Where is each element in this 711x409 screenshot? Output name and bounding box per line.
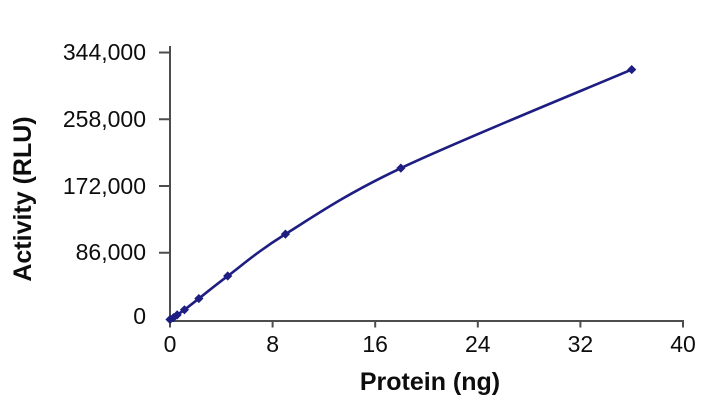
data-series-line: [168, 68, 633, 321]
x-tick-label: 0: [163, 331, 177, 357]
data-point-marker: [223, 271, 233, 281]
data-point-marker: [194, 293, 204, 304]
data-point-marker: [396, 163, 406, 173]
x-tick-label: 24: [465, 331, 491, 357]
x-tick-label: 32: [567, 331, 594, 357]
x-tick-label: 16: [362, 331, 388, 357]
data-point-marker: [179, 305, 190, 315]
data-point-marker: [627, 64, 637, 75]
y-tick-label: 258,000: [62, 105, 146, 132]
y-tick-label: 0: [133, 303, 146, 329]
data-point-marker: [280, 229, 291, 239]
x-tick-label: 40: [670, 331, 696, 357]
y-tick-label: 344,000: [62, 39, 146, 65]
y-tick-label: 172,000: [62, 172, 146, 199]
y-tick-label: 86,000: [75, 239, 146, 266]
data-point-marker: [168, 312, 179, 323]
data-point-marker: [172, 310, 182, 320]
y-axis-title: Activity (RLU): [9, 116, 37, 282]
x-tick-label: 8: [266, 331, 279, 357]
x-axis-title: Protein (ng): [359, 368, 501, 396]
